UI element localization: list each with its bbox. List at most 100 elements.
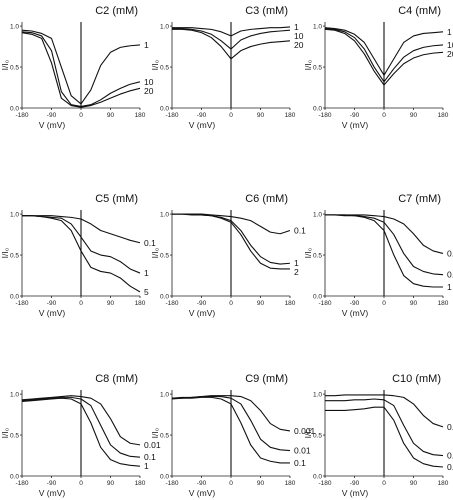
x-tick-label: 180 bbox=[285, 480, 296, 487]
series-line bbox=[172, 26, 291, 37]
x-tick-label: 0 bbox=[79, 300, 83, 307]
x-tick-label: -90 bbox=[47, 112, 57, 119]
series-label: 0.01 bbox=[144, 440, 161, 450]
x-tick-label: 0 bbox=[382, 112, 386, 119]
x-tick-label: 90 bbox=[107, 112, 115, 119]
y-tick-label: 0.5 bbox=[313, 64, 322, 71]
panel-title: C7 (mM) bbox=[398, 193, 441, 205]
y-tick-label: 1.0 bbox=[10, 211, 19, 218]
y-tick-label: 0.5 bbox=[313, 432, 322, 439]
y-tick-label: 1.0 bbox=[160, 391, 169, 398]
series-label: 0.1 bbox=[294, 225, 306, 235]
panel-c6: C6 (mM) -180 -90 0 90 180 0.0 0.5 1.0 V (mV) I/I₀ 0… bbox=[150, 193, 306, 318]
x-tick-label: -90 bbox=[197, 112, 207, 119]
x-tick-label: 180 bbox=[438, 112, 449, 119]
y-tick-label: 0.0 bbox=[10, 473, 19, 480]
panel-title: C6 (mM) bbox=[245, 193, 288, 205]
series-line bbox=[325, 394, 444, 428]
panel-c4: C4 (mM) -180 -90 0 90 180 0.0 0.5 1.0 V (mV) I/I₀ 1… bbox=[303, 5, 453, 130]
series-line bbox=[172, 213, 290, 270]
panel-title: C9 (mM) bbox=[245, 373, 288, 385]
series-label: 0.1 bbox=[144, 452, 156, 462]
panel-title: C2 (mM) bbox=[95, 5, 138, 17]
x-tick-label: -90 bbox=[197, 480, 207, 487]
x-tick-label: 90 bbox=[410, 300, 418, 307]
panel-title: C4 (mM) bbox=[398, 5, 441, 17]
series-label: 10 bbox=[294, 31, 304, 41]
series-line bbox=[324, 28, 444, 86]
x-tick-label: 0 bbox=[382, 300, 386, 307]
x-axis-label: V (mV) bbox=[342, 488, 369, 498]
series-label: 0.001 bbox=[447, 422, 453, 432]
x-tick-label: 0 bbox=[79, 112, 83, 119]
y-axis-label: I/I₀ bbox=[150, 427, 160, 438]
x-tick-label: -90 bbox=[350, 112, 360, 119]
x-axis-label: V (mV) bbox=[342, 308, 369, 318]
y-tick-label: 0.0 bbox=[313, 105, 322, 112]
x-tick-label: 180 bbox=[135, 480, 146, 487]
series-label: 1 bbox=[447, 282, 452, 292]
y-axis-label: I/I₀ bbox=[303, 427, 313, 438]
y-tick-label: 0.0 bbox=[313, 473, 322, 480]
x-tick-label: 0 bbox=[382, 480, 386, 487]
x-tick-label: -180 bbox=[15, 480, 28, 487]
y-axis-label: I/I₀ bbox=[150, 59, 160, 70]
series-line bbox=[21, 395, 141, 446]
series-label: 10 bbox=[144, 77, 154, 87]
y-tick-label: 1.0 bbox=[313, 23, 322, 30]
y-tick-label: 0.5 bbox=[10, 252, 19, 259]
series-label: 0.01 bbox=[447, 248, 453, 258]
x-tick-label: 90 bbox=[257, 300, 265, 307]
series-line bbox=[172, 396, 291, 452]
series-label: 0.01 bbox=[294, 446, 311, 456]
x-tick-label: 0 bbox=[229, 300, 233, 307]
y-tick-label: 1.0 bbox=[10, 391, 19, 398]
x-axis-label: V (mV) bbox=[189, 488, 216, 498]
y-tick-label: 1.0 bbox=[313, 211, 322, 218]
y-tick-label: 1.0 bbox=[313, 391, 322, 398]
x-tick-label: -90 bbox=[350, 480, 360, 487]
x-tick-label: 0 bbox=[79, 480, 83, 487]
series-label: 20 bbox=[144, 86, 154, 96]
x-tick-label: 180 bbox=[285, 112, 296, 119]
y-tick-label: 0.0 bbox=[160, 105, 169, 112]
series-label: 1 bbox=[144, 268, 149, 278]
y-tick-label: 0.0 bbox=[10, 105, 19, 112]
series-line bbox=[325, 398, 444, 457]
y-axis-label: I/I₀ bbox=[0, 59, 10, 70]
y-tick-label: 0.5 bbox=[10, 432, 19, 439]
y-axis-label: I/I₀ bbox=[150, 247, 160, 258]
series-label: 20 bbox=[294, 40, 304, 50]
series-line bbox=[172, 28, 291, 60]
y-tick-label: 0.5 bbox=[160, 64, 169, 71]
y-tick-label: 0.0 bbox=[10, 293, 19, 300]
x-tick-label: -90 bbox=[197, 300, 207, 307]
x-tick-label: -180 bbox=[165, 300, 178, 307]
x-tick-label: 90 bbox=[257, 112, 265, 119]
x-axis-label: V (mV) bbox=[39, 488, 66, 498]
y-tick-label: 0.0 bbox=[160, 293, 169, 300]
y-tick-label: 0.5 bbox=[160, 252, 169, 259]
y-tick-label: 1.0 bbox=[160, 211, 169, 218]
series-line bbox=[325, 406, 444, 468]
series-line bbox=[21, 32, 141, 108]
x-tick-label: 180 bbox=[285, 300, 296, 307]
panel-c10: C10 (mM) -180 -90 0 90 180 0.0 0.5 1.0 V (mV) I/I₀… bbox=[303, 373, 453, 498]
panel-c2: C2 (mM) -180 -90 0 90 180 0.0 0.5 1.0 V (mV) I/I₀ 1… bbox=[0, 5, 154, 130]
x-axis-label: V (mV) bbox=[39, 308, 66, 318]
y-axis-label: I/I₀ bbox=[0, 427, 10, 438]
series-label: 1 bbox=[144, 461, 149, 471]
series-line bbox=[22, 215, 141, 293]
x-tick-label: 90 bbox=[410, 112, 418, 119]
panel-c5: C5 (mM) -180 -90 0 90 180 0.0 0.5 1.0 V (mV) I/I₀ 0… bbox=[0, 193, 156, 318]
series-line bbox=[172, 213, 291, 265]
x-tick-label: -180 bbox=[165, 480, 178, 487]
series-line bbox=[21, 29, 141, 105]
series-label: 1 bbox=[144, 40, 149, 50]
x-tick-label: 90 bbox=[257, 480, 265, 487]
series-label: 1 bbox=[447, 27, 452, 37]
x-tick-label: -180 bbox=[15, 112, 28, 119]
x-tick-label: 90 bbox=[107, 300, 115, 307]
series-label: 0.1 bbox=[447, 270, 453, 280]
